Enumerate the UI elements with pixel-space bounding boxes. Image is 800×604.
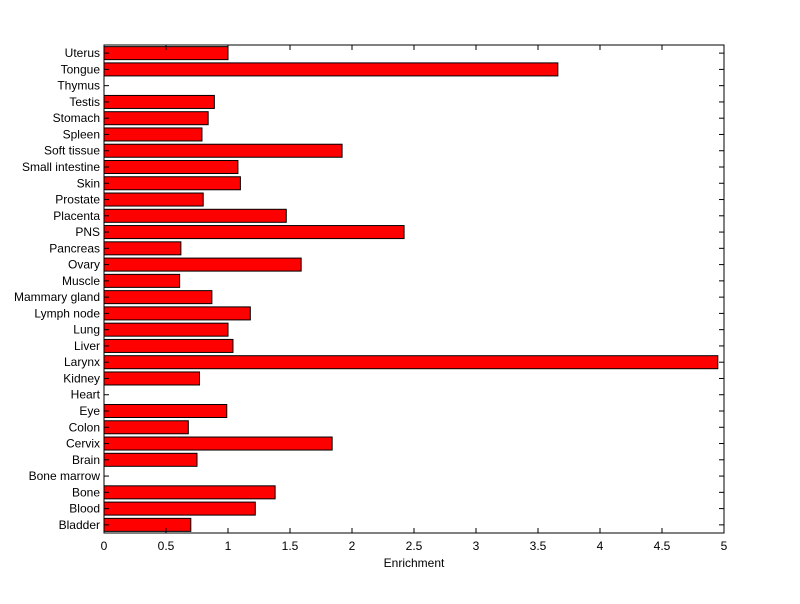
y-tick-label-thymus: Thymus [57, 79, 100, 93]
bar-soft-tissue [103, 143, 343, 158]
y-tick-label-muscle: Muscle [62, 274, 100, 288]
bar-mammary-gland [103, 290, 213, 305]
y-tick-label-spleen: Spleen [63, 127, 100, 141]
x-tick-label-10: 5 [721, 539, 728, 553]
bar-liver [103, 338, 234, 353]
x-tick-label-8: 4 [597, 539, 604, 553]
x-tick-label-6: 3 [473, 539, 480, 553]
x-tick-label-2: 1 [225, 539, 232, 553]
x-tick-label-1: 0.5 [158, 539, 175, 553]
y-tick-label-colon: Colon [69, 420, 100, 434]
y-tick-label-bone-marrow: Bone marrow [29, 469, 101, 483]
x-tick-label-7: 3.5 [530, 539, 547, 553]
y-tick-label-stomach: Stomach [53, 111, 100, 125]
y-tick-label-heart: Heart [71, 388, 101, 402]
y-tick-label-testis: Testis [69, 95, 100, 109]
bar-kidney [103, 371, 200, 386]
y-tick-label-pns: PNS [75, 225, 100, 239]
x-axis-title: Enrichment [384, 556, 445, 570]
bar-ovary [103, 257, 302, 272]
x-tick-label-3: 1.5 [282, 539, 299, 553]
y-tick-label-ovary: Ovary [68, 258, 100, 272]
y-tick-label-lymph-node: Lymph node [34, 306, 100, 320]
y-tick-label-lung: Lung [73, 323, 100, 337]
y-tick-label-eye: Eye [79, 404, 100, 418]
y-tick-label-brain: Brain [72, 453, 100, 467]
bar-skin [103, 176, 241, 191]
y-tick-label-blood: Blood [69, 502, 100, 516]
y-tick-label-soft-tissue: Soft tissue [44, 144, 100, 158]
y-tick-label-skin: Skin [77, 176, 100, 190]
bar-brain [103, 452, 198, 467]
x-tick-label-9: 4.5 [654, 539, 671, 553]
bar-testis [103, 94, 215, 109]
labels-layer: Uterus Tongue Thymus Testis Stomach Spleen Sof… [14, 46, 728, 553]
bar-tongue [103, 62, 559, 77]
y-tick-label-prostate: Prostate [55, 193, 100, 207]
bar-blood [103, 501, 256, 516]
y-tick-label-kidney: Kidney [63, 371, 100, 385]
y-tick-label-uterus: Uterus [65, 46, 100, 60]
bar-pancreas [103, 241, 182, 256]
bar-muscle [103, 273, 181, 288]
x-tick-label-4: 2 [349, 539, 356, 553]
bar-bone [103, 485, 276, 500]
y-tick-label-bladder: Bladder [59, 518, 100, 532]
bars-layer [103, 46, 719, 532]
bar-prostate [103, 192, 204, 207]
x-tick-label-0: 0 [101, 539, 108, 553]
bar-cervix [103, 436, 333, 451]
y-tick-label-mammary-gland: Mammary gland [14, 290, 100, 304]
bar-lung [103, 322, 229, 337]
y-tick-label-small-intestine: Small intestine [22, 160, 100, 174]
y-tick-label-bone: Bone [72, 485, 100, 499]
ticks-layer [103, 45, 725, 533]
bar-larynx [103, 355, 719, 370]
y-tick-label-tongue: Tongue [61, 62, 101, 76]
bar-lymph-node [103, 306, 251, 321]
bar-placenta [103, 208, 287, 223]
bar-pns [103, 225, 405, 240]
bar-eye [103, 403, 228, 419]
y-tick-label-liver: Liver [74, 339, 100, 353]
bar-stomach [103, 111, 209, 126]
bar-colon [103, 420, 189, 435]
x-tick-label-5: 2.5 [406, 539, 423, 553]
y-tick-label-placenta: Placenta [53, 209, 100, 223]
bar-bladder [103, 517, 192, 532]
y-tick-label-pancreas: Pancreas [49, 241, 100, 255]
y-tick-label-cervix: Cervix [66, 437, 100, 451]
bar-small-intestine [103, 159, 239, 175]
bar-spleen [103, 127, 203, 142]
y-tick-label-larynx: Larynx [64, 355, 100, 369]
